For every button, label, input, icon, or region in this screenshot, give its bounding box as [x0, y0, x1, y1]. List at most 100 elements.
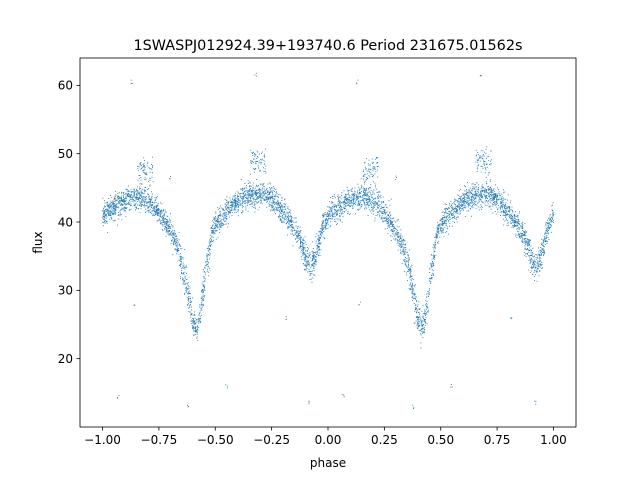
data-point [121, 199, 123, 201]
data-point [108, 213, 110, 215]
data-point [413, 297, 414, 299]
data-point [191, 323, 193, 325]
data-point [368, 205, 370, 207]
data-point [357, 202, 359, 204]
data-point [124, 194, 126, 196]
data-point [533, 259, 535, 261]
data-point [241, 212, 243, 214]
data-point [411, 291, 413, 292]
data-point [119, 192, 120, 194]
data-point [241, 203, 243, 204]
data-point [409, 267, 411, 269]
data-point [425, 321, 427, 323]
data-point [401, 246, 403, 248]
data-point [351, 205, 353, 207]
data-point [372, 208, 374, 210]
data-point [445, 212, 447, 214]
data-point [429, 289, 430, 291]
data-point [503, 218, 505, 220]
data-point [234, 209, 236, 210]
data-point [467, 201, 469, 203]
data-point [448, 214, 450, 216]
data-point [287, 226, 289, 228]
data-point [172, 233, 174, 235]
data-point [261, 196, 263, 198]
data-point [321, 235, 323, 237]
data-point [403, 251, 405, 253]
data-point [491, 190, 493, 192]
data-point [237, 203, 238, 205]
data-point [421, 315, 423, 317]
data-point [518, 219, 520, 221]
data-point [451, 217, 453, 219]
data-point [220, 214, 222, 216]
data-point [418, 325, 419, 327]
data-point [329, 201, 331, 203]
data-point [149, 211, 151, 213]
data-point [347, 199, 349, 201]
data-point [451, 225, 453, 227]
data-point [502, 207, 503, 209]
data-point [496, 209, 498, 211]
data-point [514, 217, 515, 219]
data-point [222, 213, 224, 215]
data-point [259, 191, 260, 193]
data-point [370, 190, 372, 191]
data-point [399, 236, 401, 238]
data-point [511, 217, 513, 219]
data-point [540, 250, 542, 252]
data-point [270, 204, 272, 206]
data-point [141, 192, 143, 194]
data-point [492, 190, 494, 191]
data-point [535, 274, 536, 276]
data-point [474, 202, 475, 204]
data-point [301, 256, 303, 258]
data-point [384, 204, 386, 206]
data-point [342, 209, 344, 211]
data-point [396, 231, 398, 233]
data-point [476, 191, 478, 193]
data-point [295, 230, 297, 232]
data-point [104, 214, 106, 216]
data-point [194, 322, 196, 324]
data-point [465, 190, 467, 192]
data-point [338, 202, 340, 203]
data-point [162, 215, 164, 217]
data-point [200, 320, 202, 322]
data-point [320, 228, 322, 230]
data-point [117, 206, 119, 208]
data-point [402, 251, 404, 253]
data-point [155, 199, 156, 201]
data-point [332, 198, 334, 199]
data-point [269, 187, 271, 188]
data-point [386, 211, 388, 213]
data-point [169, 213, 171, 215]
data-point [168, 225, 170, 226]
data-point [145, 196, 147, 197]
data-point [445, 216, 447, 218]
data-point [254, 204, 256, 206]
data-point [255, 185, 257, 187]
data-point [342, 213, 344, 215]
data-point [381, 211, 383, 213]
data-point [258, 187, 260, 189]
data-point [140, 194, 142, 196]
data-point [438, 223, 440, 225]
data-point [416, 309, 418, 311]
data-point [120, 200, 122, 201]
data-point [319, 255, 321, 257]
data-point [387, 218, 389, 220]
data-point [547, 221, 549, 223]
data-point [199, 315, 201, 317]
data-point [215, 225, 217, 226]
data-point [489, 200, 491, 202]
data-point [503, 202, 505, 204]
data-point [162, 229, 164, 230]
data-point [347, 203, 349, 205]
data-point [547, 240, 548, 242]
data-point [308, 262, 310, 264]
data-point [431, 276, 432, 278]
data-point [443, 219, 445, 221]
data-point [377, 211, 379, 213]
data-point [431, 269, 433, 271]
